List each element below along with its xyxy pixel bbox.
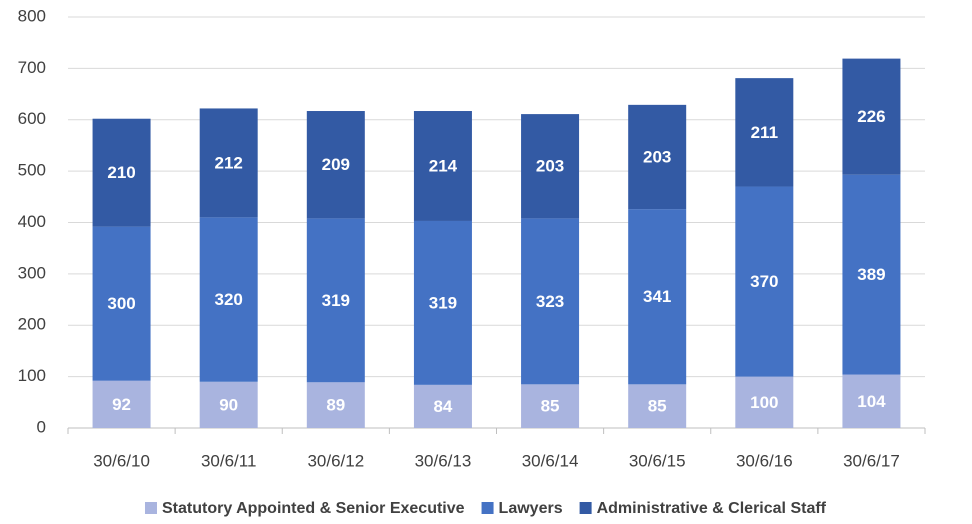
value-label: 319 <box>322 291 350 310</box>
bar-segment <box>92 380 151 428</box>
bar-segment <box>735 376 794 428</box>
value-label: 320 <box>215 290 243 309</box>
x-tick-label: 30/6/14 <box>522 451 579 470</box>
x-tick-label: 30/6/11 <box>201 451 256 470</box>
value-label: 210 <box>107 163 135 182</box>
value-label: 341 <box>643 287 671 306</box>
legend-swatch <box>481 502 494 514</box>
bar-segment <box>413 384 472 428</box>
value-label: 84 <box>433 397 452 416</box>
bar-segment <box>306 218 365 383</box>
value-label: 211 <box>751 123 778 142</box>
bar-segment <box>735 186 794 377</box>
x-tick-label: 30/6/10 <box>93 451 150 470</box>
value-label: 92 <box>112 395 131 414</box>
value-label: 85 <box>648 397 667 416</box>
bar-segment <box>92 118 151 227</box>
value-label: 203 <box>536 157 564 176</box>
value-label: 300 <box>107 294 135 313</box>
bar-segment <box>306 111 365 219</box>
bar-segment <box>199 217 258 382</box>
x-tick-label: 30/6/12 <box>307 451 364 470</box>
x-tick-label: 30/6/17 <box>843 451 900 470</box>
legend-label: Administrative & Clerical Staff <box>597 500 827 517</box>
bar-segment <box>521 384 580 428</box>
legend-swatch <box>144 502 157 514</box>
bar-segment <box>521 218 580 385</box>
x-tick-label: 30/6/16 <box>736 451 793 470</box>
y-tick-label: 400 <box>18 212 46 231</box>
y-tick-label: 700 <box>18 58 46 77</box>
value-label: 89 <box>326 396 345 415</box>
bar-segment <box>413 111 472 221</box>
legend-label: Statutory Appointed & Senior Executive <box>162 500 465 517</box>
bar-segment <box>199 108 258 218</box>
x-tick-label: 30/6/13 <box>415 451 472 470</box>
bar-segment <box>735 78 794 187</box>
value-label: 203 <box>643 147 671 166</box>
value-label: 389 <box>857 265 885 284</box>
bar-segment <box>199 381 258 428</box>
legend-swatch <box>579 502 592 514</box>
legend-label: Lawyers <box>499 500 563 517</box>
value-label: 370 <box>750 272 778 291</box>
y-tick-label: 0 <box>37 417 46 436</box>
y-tick-label: 100 <box>18 366 46 385</box>
value-label: 226 <box>857 107 885 126</box>
y-tick-label: 500 <box>18 161 46 180</box>
bar-segment <box>628 209 687 385</box>
bar-segment <box>628 384 687 428</box>
bar-segment <box>413 220 472 385</box>
y-tick-label: 200 <box>18 315 46 334</box>
bar-segment <box>842 374 901 428</box>
y-tick-label: 300 <box>18 263 46 282</box>
value-label: 85 <box>541 397 560 416</box>
value-label: 90 <box>219 395 238 414</box>
bar-segment <box>842 58 901 175</box>
bar-segment <box>842 174 901 375</box>
x-tick-label: 30/6/15 <box>629 451 686 470</box>
value-label: 323 <box>536 292 564 311</box>
value-label: 104 <box>857 392 886 411</box>
value-label: 100 <box>750 393 778 412</box>
bar-segment <box>628 104 687 210</box>
bar-segment <box>92 226 151 381</box>
value-label: 212 <box>215 153 243 172</box>
bar-segment <box>521 114 580 219</box>
value-label: 319 <box>429 293 457 312</box>
y-tick-label: 600 <box>18 109 46 128</box>
bar-segment <box>306 382 365 428</box>
y-tick-label: 800 <box>18 6 46 25</box>
value-label: 214 <box>429 156 458 175</box>
value-label: 209 <box>322 155 350 174</box>
